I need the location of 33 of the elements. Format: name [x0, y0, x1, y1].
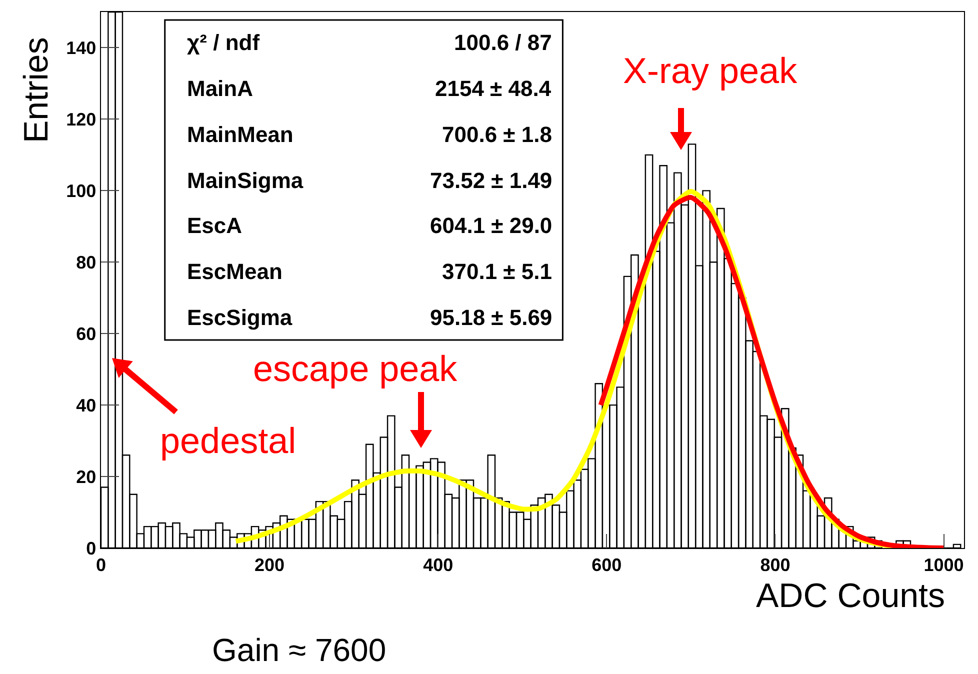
x-axis-title: ADC Counts — [756, 577, 945, 615]
annotation: 95.18 ± 5.69 — [430, 305, 552, 330]
y-tick-label: 140 — [66, 38, 96, 58]
annotation: 2154 ± 48.4 — [435, 76, 552, 101]
y-tick-label: 20 — [76, 466, 96, 487]
annotation: 604.1 ± 29.0 — [430, 213, 552, 238]
y-tick-label: 100 — [66, 180, 96, 201]
annotation: MainA — [187, 76, 254, 101]
x-tick-label: 1000 — [924, 554, 964, 575]
annotation: pedestal — [160, 420, 296, 461]
annotation: 370.1 ± 5.1 — [442, 259, 552, 284]
y-tick-label: 40 — [76, 395, 96, 416]
text: Gain ≈ 7600 — [212, 632, 386, 668]
annotation: χ² / ndf — [187, 30, 260, 55]
annotation: 73.52 ± 1.49 — [430, 168, 552, 193]
annotation: 700.6 ± 1.8 — [442, 122, 552, 147]
y-tick-label: 0 — [86, 538, 96, 558]
x-tick-label: 800 — [760, 554, 790, 575]
y-tick-label: 80 — [76, 252, 96, 272]
x-tick-label: 200 — [254, 554, 285, 575]
annotation: MainSigma — [187, 168, 304, 193]
annotation: EscSigma — [187, 305, 293, 330]
annotation: EscMean — [187, 259, 282, 284]
y-tick-label: 120 — [66, 110, 96, 130]
x-tick-label: 400 — [423, 554, 454, 575]
annotation: escape peak — [253, 348, 458, 389]
y-tick-label: 60 — [76, 324, 96, 344]
annotation: EscA — [187, 213, 242, 238]
annotation: X-ray peak — [623, 50, 798, 91]
x-tick-label: 600 — [592, 554, 622, 575]
y-axis-title: Entries — [18, 37, 56, 143]
annotation: MainMean — [187, 122, 294, 147]
annotation: 100.6 / 87 — [454, 30, 552, 55]
